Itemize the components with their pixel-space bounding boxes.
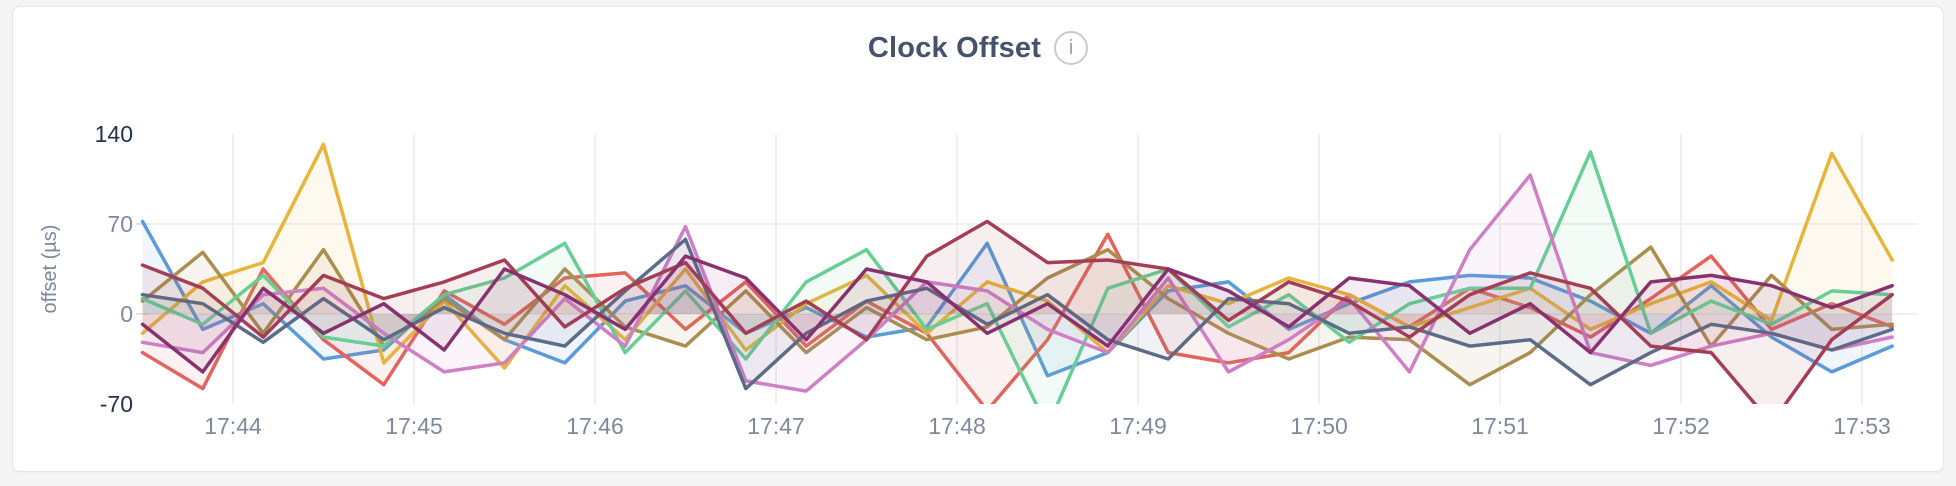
info-icon[interactable]: i <box>1054 31 1089 65</box>
clock-offset-card: Clock Offset i 140 70 0 -70 offset (µs) 17:44… <box>12 6 1944 472</box>
chart-title: Clock Offset <box>867 31 1042 64</box>
x-tick-label-17:47: 17:47 <box>747 413 805 439</box>
series-area-series-4 <box>142 247 1893 385</box>
series-area-series-1 <box>142 221 1893 376</box>
y-axis-title: offset (µs) <box>39 225 61 314</box>
x-tick-label-17:44: 17:44 <box>204 413 262 439</box>
series <box>140 142 1894 404</box>
x-tick-label-17:45: 17:45 <box>385 413 443 439</box>
y-axis: 140 70 0 -70 offset (µs) <box>39 121 133 417</box>
clock-offset-chart[interactable]: 140 70 0 -70 offset (µs) 17:44 17:45 17:46 17:47… <box>13 7 1943 471</box>
x-tick-label-17:46: 17:46 <box>566 413 624 439</box>
chart-header: Clock Offset i <box>13 31 1943 65</box>
series-line-series-9 <box>140 254 1894 374</box>
series-line-series-4 <box>140 245 1894 387</box>
x-tick-label-17:48: 17:48 <box>928 413 986 439</box>
x-tick-label-17:52: 17:52 <box>1652 413 1710 439</box>
y-tick-label-0: 0 <box>120 301 133 327</box>
series-area-series-5 <box>142 152 1893 404</box>
chart-svg: 140 70 0 -70 offset (µs) 17:44 17:45 17:46 17:47… <box>39 121 1918 439</box>
x-tick-label-17:50: 17:50 <box>1290 413 1348 439</box>
x-axis: 17:44 17:45 17:46 17:47 17:48 17:49 17:50 17:51… <box>204 413 1891 439</box>
x-tick-label-17:49: 17:49 <box>1109 413 1167 439</box>
y-tick-label-140: 140 <box>95 121 133 147</box>
series-area-series-7 <box>142 239 1893 389</box>
y-tick-label-70: 70 <box>107 211 133 237</box>
x-tick-label-17:51: 17:51 <box>1471 413 1529 439</box>
series-line-series-5 <box>140 150 1894 404</box>
x-tick-label-17:53: 17:53 <box>1833 413 1891 439</box>
series-area-series-9 <box>142 256 1893 372</box>
series-line-series-8 <box>140 219 1894 404</box>
y-tick-label--70: -70 <box>100 391 133 417</box>
series-area-series-8 <box>142 221 1893 404</box>
series-line-series-7 <box>140 237 1894 391</box>
series-area-series-6 <box>142 175 1893 392</box>
